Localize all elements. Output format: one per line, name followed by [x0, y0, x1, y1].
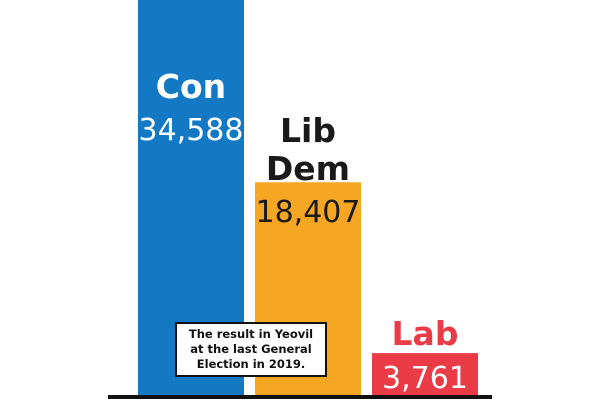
value-label: 34,588: [139, 113, 244, 148]
category-label-line: Lib: [280, 111, 336, 150]
category-label-line: Dem: [266, 149, 350, 188]
labels-group: Con 34,588 Lib Dem 18,407 Lab 3,761: [139, 67, 468, 396]
value-label: 3,761: [382, 361, 468, 396]
category-label: Lib Dem: [266, 111, 350, 188]
category-label-line: Con: [156, 67, 226, 106]
category-label-line: Lab: [392, 314, 459, 353]
value-label: 18,407: [256, 195, 361, 230]
chart-annotation: The result in Yeovil at the last General…: [175, 322, 327, 377]
category-label: Lab: [392, 314, 459, 353]
bar-lab: [372, 353, 478, 397]
bars-group: [138, 0, 478, 398]
category-label: Con: [156, 67, 226, 106]
